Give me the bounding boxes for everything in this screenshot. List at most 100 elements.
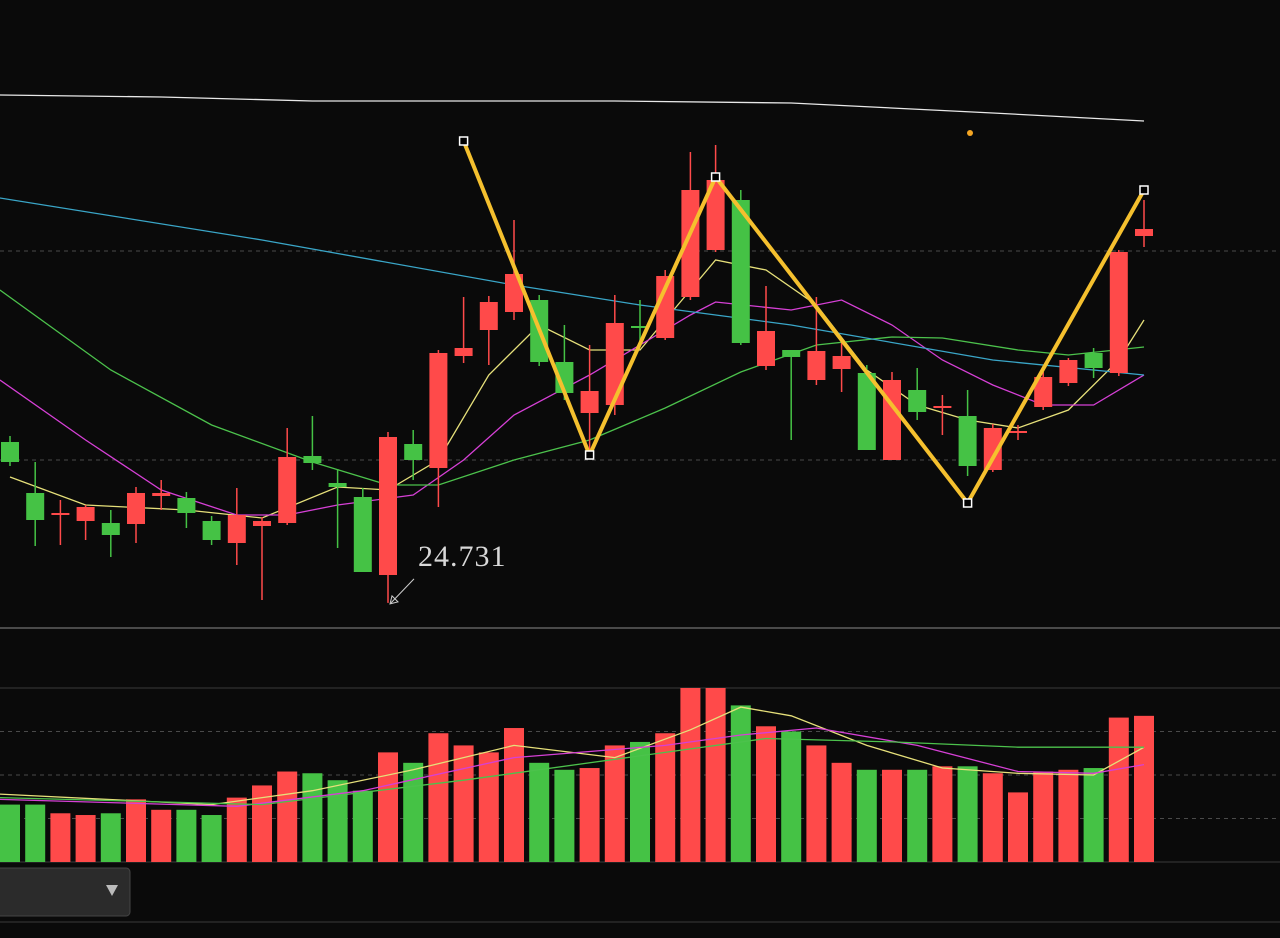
volume-bar [378, 752, 398, 862]
candle-body [883, 380, 901, 460]
candle-body [857, 373, 876, 450]
volume-bar [201, 815, 222, 862]
candle-body [681, 190, 700, 297]
volume-bar [1033, 771, 1054, 862]
volume-bar [1083, 768, 1104, 862]
volume-bar [579, 768, 600, 862]
candle-body [429, 353, 448, 468]
volume-bar [403, 762, 424, 862]
candle-body [1135, 229, 1153, 236]
marker-dot [967, 130, 973, 136]
zigzag-handle [1139, 185, 1149, 195]
candle-body [1, 442, 19, 462]
zigzag-handle [962, 498, 973, 508]
candle-body [1084, 353, 1103, 368]
candle-body [278, 457, 297, 523]
volume-bar [1058, 769, 1079, 862]
candle-body [832, 356, 851, 369]
candle-body [152, 493, 171, 496]
annotation-label: 24.731 [418, 540, 507, 573]
volume-bar [0, 804, 20, 862]
annotation-arrow [389, 594, 399, 605]
candle-body [76, 507, 95, 521]
volume-bar [781, 731, 802, 862]
candle-body [1059, 360, 1078, 383]
candle-body [505, 274, 523, 312]
candle-body [983, 428, 1002, 470]
volume-bar [882, 769, 902, 862]
volume-bar [655, 733, 676, 862]
volume-bar [453, 745, 474, 862]
candle-body [454, 348, 473, 356]
volume-bar [504, 728, 524, 862]
volume-bar [907, 769, 928, 862]
candle-body [933, 406, 952, 408]
candle-body [404, 444, 423, 460]
volume-bar [100, 813, 121, 862]
dropdown[interactable] [0, 867, 131, 917]
candle-body [101, 523, 120, 535]
candle-body [631, 326, 649, 328]
candle-body [1009, 431, 1027, 433]
candle-body [26, 493, 45, 520]
indicator-line [0, 737, 1144, 806]
candle-body [1034, 377, 1053, 407]
volume-bar [806, 745, 827, 862]
indicator-line [0, 706, 1145, 806]
volume-bar [327, 780, 348, 862]
candle-body [303, 456, 322, 463]
candle-body [1109, 252, 1128, 373]
volume-bar [554, 769, 575, 862]
volume-bar [352, 790, 373, 862]
volume-bar [957, 766, 978, 862]
volume-bar [478, 752, 499, 862]
volume-bar [856, 769, 877, 862]
volume-bar [75, 815, 96, 862]
volume-bar [428, 733, 449, 862]
volume-bar [932, 766, 953, 862]
candle-body [580, 391, 599, 413]
candle-body [479, 302, 498, 330]
indicator-line [0, 727, 1145, 807]
volume-bar [151, 809, 172, 862]
volume-bar [1134, 715, 1154, 862]
dropdown-arrow [106, 885, 118, 896]
volume-bar [1008, 792, 1028, 862]
candle-body [908, 390, 927, 412]
volume-bar [529, 762, 550, 862]
volume-bar [630, 741, 650, 862]
volume-bar [604, 745, 625, 862]
volume-bar [126, 799, 146, 862]
candle-body [51, 513, 70, 515]
candle-body [227, 515, 246, 543]
candle-body [379, 437, 397, 575]
volume-bar [176, 809, 197, 862]
indicator-line [0, 289, 1145, 486]
volume-bar [25, 804, 46, 862]
indicator-line [0, 94, 1145, 122]
volume-bar [277, 771, 298, 862]
candle-body [202, 521, 221, 540]
volume-bar [756, 726, 776, 862]
candle-body [605, 323, 624, 405]
candle-body [757, 331, 775, 366]
candle-body [127, 493, 145, 524]
volume-bar [680, 688, 701, 862]
candle-body [353, 497, 372, 572]
candle-body [807, 351, 826, 380]
zigzag-handle [458, 136, 469, 146]
candle-body [958, 416, 977, 466]
zigzag-handle [584, 450, 595, 460]
candle-body [328, 483, 347, 487]
volume-bar [1108, 717, 1129, 862]
candle-body [731, 200, 750, 343]
zigzag-handle [710, 172, 721, 182]
volume-bar [982, 773, 1003, 862]
candle-body [706, 180, 725, 250]
candle-body [253, 521, 271, 526]
candle-body [177, 498, 196, 513]
candle-body [782, 350, 801, 357]
volume-bar [50, 813, 71, 862]
